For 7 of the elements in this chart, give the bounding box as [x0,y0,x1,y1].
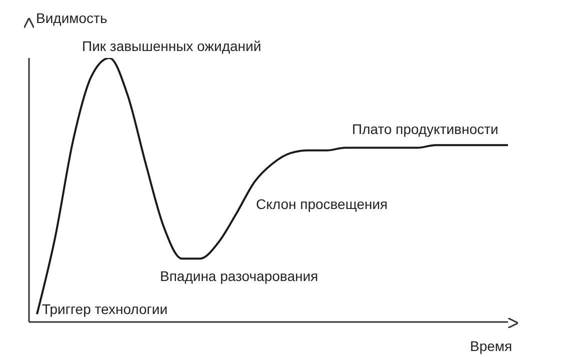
annotation: Склон просвещения [256,196,388,212]
annotation: Плато продуктивности [352,121,498,137]
y-axis-title: Видимость [36,10,108,26]
annotation: Впадина разочарования [160,268,318,284]
x-axis-title: Время [470,338,512,354]
text: Пик завышенных ожиданий [82,38,262,54]
annotation: Триггер технологии [42,301,168,317]
